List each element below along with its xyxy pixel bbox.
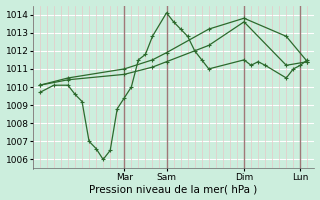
X-axis label: Pression niveau de la mer( hPa ): Pression niveau de la mer( hPa ) (90, 184, 258, 194)
